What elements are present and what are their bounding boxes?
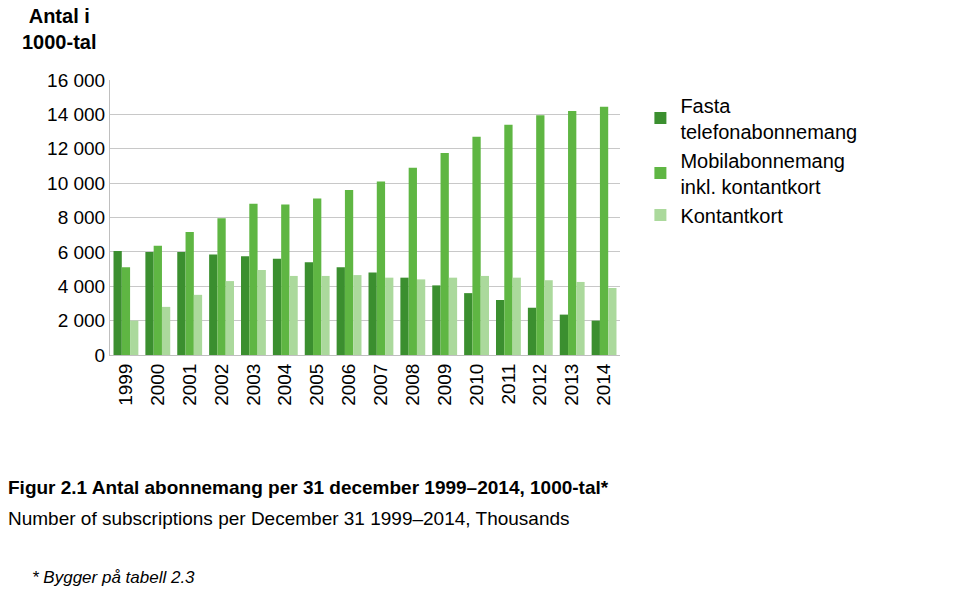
svg-text:12 000: 12 000 [47,138,105,159]
svg-text:Antal i1000-tal: Antal i1000-tal [22,5,97,53]
svg-text:2 000: 2 000 [58,310,106,331]
svg-text:10 000: 10 000 [47,173,105,194]
svg-text:2010: 2010 [466,364,487,406]
svg-text:Fastatelefonabonnemang: Fastatelefonabonnemang [680,95,857,143]
svg-text:6 000: 6 000 [58,242,106,263]
svg-text:2002: 2002 [211,364,232,406]
svg-text:2000: 2000 [147,364,168,406]
svg-text:8 000: 8 000 [58,207,106,228]
svg-text:Figur 2.1 Antal abonnemang per: Figur 2.1 Antal abonnemang per 31 decemb… [8,477,609,498]
svg-text:2006: 2006 [338,364,359,406]
svg-text:16 000: 16 000 [47,70,105,91]
svg-text:2004: 2004 [274,363,295,406]
svg-text:2013: 2013 [561,364,582,406]
svg-text:Mobilabonnemanginkl. kontantko: Mobilabonnemanginkl. kontantkort [680,150,845,198]
svg-text:0: 0 [95,345,106,366]
svg-text:1999: 1999 [115,364,136,406]
svg-text:2005: 2005 [306,364,327,406]
svg-text:2011: 2011 [498,364,519,405]
svg-text:2008: 2008 [402,364,423,406]
svg-text:Kontantkort: Kontantkort [680,205,783,227]
svg-text:* Bygger på tabell 2.3: * Bygger på tabell 2.3 [32,568,195,587]
svg-text:4 000: 4 000 [58,276,106,297]
svg-text:2009: 2009 [434,364,455,406]
svg-text:2012: 2012 [529,364,550,406]
svg-text:14 000: 14 000 [47,104,105,125]
svg-text:2014: 2014 [593,363,614,406]
svg-text:Number of subscriptions per De: Number of subscriptions per December 31 … [8,508,570,529]
svg-text:2001: 2001 [179,364,200,406]
svg-text:2007: 2007 [370,364,391,406]
svg-text:2003: 2003 [243,364,264,406]
